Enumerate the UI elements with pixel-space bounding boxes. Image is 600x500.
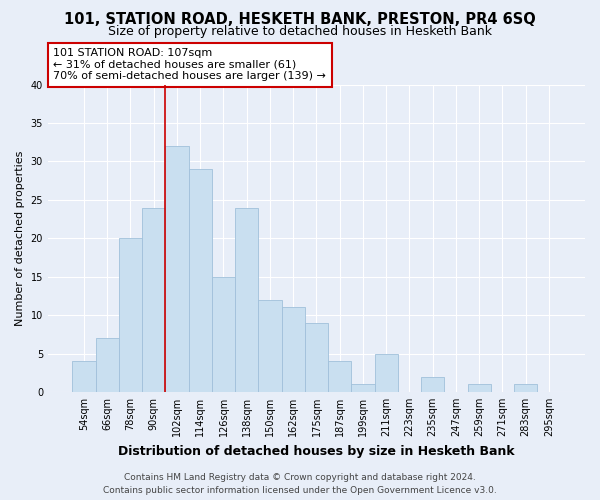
Bar — [352, 384, 374, 392]
Text: 101, STATION ROAD, HESKETH BANK, PRESTON, PR4 6SQ: 101, STATION ROAD, HESKETH BANK, PRESTON… — [64, 12, 536, 28]
Bar — [166, 146, 188, 392]
Bar — [188, 169, 212, 392]
X-axis label: Distribution of detached houses by size in Hesketh Bank: Distribution of detached houses by size … — [118, 444, 515, 458]
Y-axis label: Number of detached properties: Number of detached properties — [15, 150, 25, 326]
Bar — [142, 208, 166, 392]
Bar — [281, 308, 305, 392]
Text: Size of property relative to detached houses in Hesketh Bank: Size of property relative to detached ho… — [108, 25, 492, 38]
Bar — [514, 384, 538, 392]
Bar — [259, 300, 281, 392]
Bar — [421, 376, 445, 392]
Bar — [73, 361, 95, 392]
Bar — [212, 276, 235, 392]
Bar — [95, 338, 119, 392]
Bar — [374, 354, 398, 392]
Text: Contains HM Land Registry data © Crown copyright and database right 2024.
Contai: Contains HM Land Registry data © Crown c… — [103, 473, 497, 495]
Bar — [235, 208, 259, 392]
Bar — [467, 384, 491, 392]
Bar — [305, 323, 328, 392]
Bar — [328, 361, 352, 392]
Text: 101 STATION ROAD: 107sqm
← 31% of detached houses are smaller (61)
70% of semi-d: 101 STATION ROAD: 107sqm ← 31% of detach… — [53, 48, 326, 82]
Bar — [119, 238, 142, 392]
